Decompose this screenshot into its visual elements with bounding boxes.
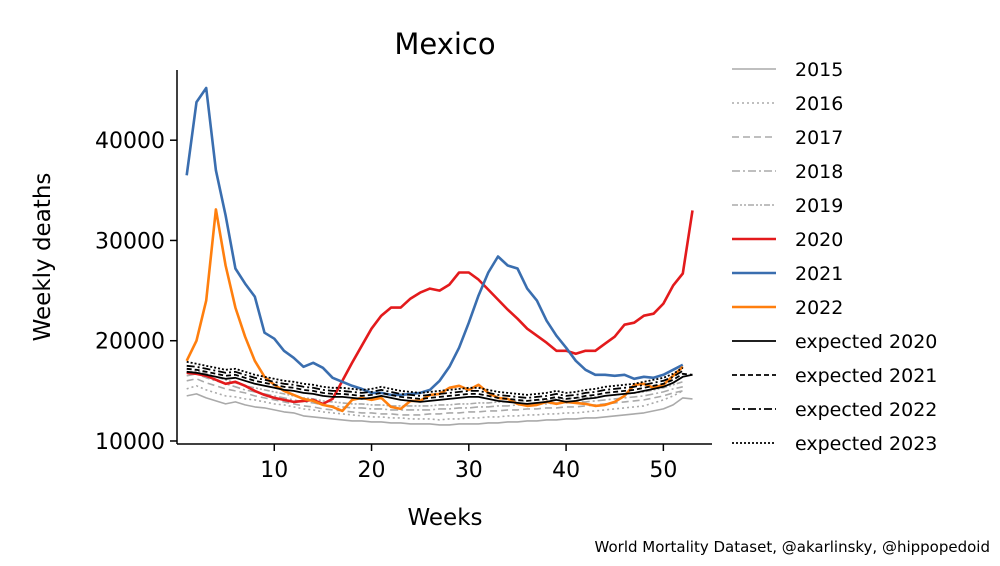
legend-label: 2015: [795, 59, 843, 81]
series-line-2018: [186, 372, 683, 411]
plot-area: [185, 86, 694, 426]
legend-label: 2017: [795, 127, 843, 149]
x-tick-label: 40: [552, 458, 580, 483]
series-line-expected-2021: [186, 367, 693, 402]
y-tick-label: 20000: [95, 330, 165, 355]
y-axis-label: Weekly deaths: [30, 173, 56, 342]
y-tick-label: 30000: [95, 229, 165, 254]
legend-label: 2021: [795, 263, 843, 285]
legend-label: 2020: [795, 229, 843, 251]
x-tick-label: 50: [649, 458, 677, 483]
series-line-2022: [185, 208, 684, 413]
x-tick-label: 20: [358, 458, 386, 483]
legend-label: expected 2020: [795, 331, 937, 353]
x-tick-label: 30: [455, 458, 483, 483]
y-tick-label: 40000: [95, 129, 165, 154]
legend-label: expected 2021: [795, 365, 937, 387]
x-axis-label: Weeks: [408, 505, 483, 531]
legend-label: expected 2023: [795, 433, 937, 455]
axes: 10 20 30 40 50 10000 20000 30000 40000: [95, 70, 712, 483]
series-line-expected-2023: [186, 360, 684, 396]
series-line-2016: [186, 384, 684, 421]
source-credit: World Mortality Dataset, @akarlinsky, @h…: [594, 538, 990, 556]
series-line-2020: [186, 210, 694, 406]
y-tick-label: 10000: [95, 430, 165, 455]
series-line-expected-2020: [186, 370, 693, 405]
series-line-expected-2022: [186, 364, 684, 399]
legend-label: 2018: [795, 161, 843, 183]
legend-label: 2022: [795, 297, 843, 319]
series-line-2015: [186, 393, 693, 426]
series-line-2021: [185, 86, 684, 397]
legend: 2015 2016 2017 2018 2019 2020 2021 2022 expected…: [732, 59, 937, 455]
legend-label: expected 2022: [795, 399, 937, 421]
legend-label: 2016: [795, 93, 843, 115]
x-tick-label: 10: [260, 458, 288, 483]
legend-label: 2019: [795, 195, 843, 217]
chart-title: Mexico: [394, 27, 495, 61]
